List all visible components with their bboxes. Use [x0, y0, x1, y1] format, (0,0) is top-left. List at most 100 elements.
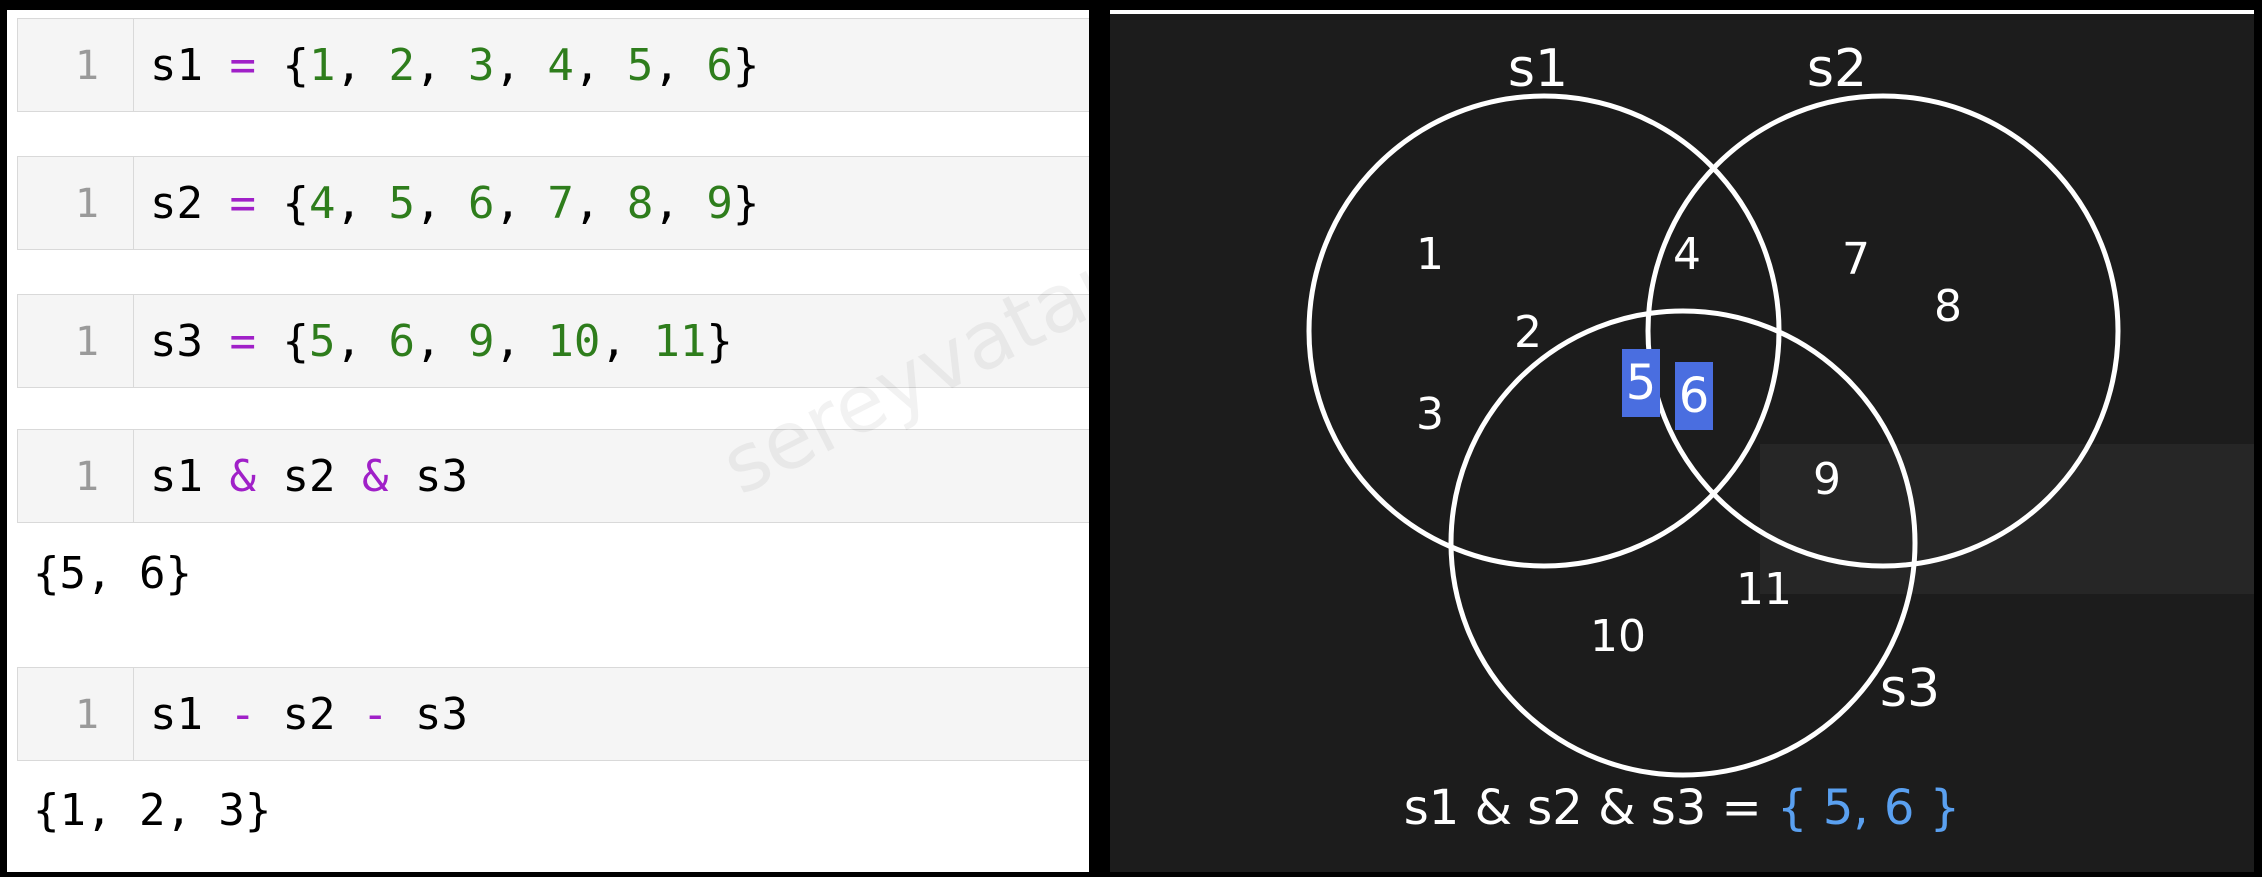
code-token: [256, 689, 283, 740]
code-cell[interactable]: 1 s1 & s2 & s3: [17, 429, 1089, 523]
code-cell[interactable]: 1 s2 = {4, 5, 6, 7, 8, 9}: [17, 156, 1089, 250]
code-token: ,: [414, 178, 468, 229]
code-token: {: [255, 178, 309, 229]
code-token: ,: [494, 316, 548, 367]
venn-element: 1: [1416, 229, 1444, 280]
code-token: }: [732, 40, 760, 91]
code-cell[interactable]: 1 s1 = {1, 2, 3, 4, 5, 6}: [17, 18, 1089, 112]
code-token: 7: [547, 178, 574, 229]
code-token: [335, 689, 362, 740]
code-token: [203, 689, 230, 740]
venn-element: 2: [1514, 307, 1542, 358]
venn-element: 9: [1813, 454, 1841, 505]
code-token: 4: [547, 40, 574, 91]
code-token: 5: [626, 40, 654, 91]
cell-output: {1, 2, 3}: [33, 785, 272, 836]
code-token: 3: [467, 40, 495, 91]
venn-element: 11: [1736, 564, 1792, 615]
code-token: ,: [600, 316, 654, 367]
code-token: {: [255, 316, 309, 367]
code-token: 11: [653, 316, 707, 367]
venn-element: 3: [1416, 389, 1444, 440]
code-token: ,: [335, 316, 389, 367]
cell-output: {5, 6}: [33, 548, 192, 599]
code-token: =: [229, 178, 256, 229]
code-token: =: [229, 40, 256, 91]
code-line[interactable]: s1 - s2 - s3: [150, 668, 468, 762]
code-token: {: [255, 40, 309, 91]
caption-expression: s1 & s2 & s3 =: [1404, 780, 1777, 836]
code-token: =: [229, 316, 256, 367]
venn-element: 8: [1934, 281, 1962, 332]
code-token: ,: [494, 40, 548, 91]
line-number: 1: [18, 157, 134, 249]
code-token: s3: [414, 451, 468, 502]
set-label-s1: s1: [1508, 39, 1568, 99]
code-token: s2: [282, 451, 336, 502]
code-token: 9: [467, 316, 495, 367]
venn-element-highlighted: 5: [1626, 355, 1657, 411]
code-token: ,: [414, 40, 468, 91]
code-token: s1: [150, 451, 203, 502]
code-token: s2: [282, 689, 336, 740]
set-label-s2: s2: [1807, 39, 1867, 99]
circle-s3: [1448, 308, 1918, 778]
code-token: 6: [388, 316, 415, 367]
code-token: ,: [573, 40, 627, 91]
venn-diagram-panel: s1 s2 s3 1 2 3 7 8 10 11 4 9 5 6 s1 & s2 & s3 = { 5, 6…: [1110, 10, 2254, 872]
code-line[interactable]: s1 = {1, 2, 3, 4, 5, 6}: [150, 19, 759, 113]
code-token: ,: [414, 316, 468, 367]
code-token: }: [732, 178, 760, 229]
code-token: [388, 451, 415, 502]
line-number: 1: [18, 19, 134, 111]
circle-s1: [1306, 93, 1782, 569]
code-token: 10: [547, 316, 601, 367]
code-token: &: [229, 451, 256, 502]
code-token: ,: [653, 178, 707, 229]
code-token: }: [706, 316, 733, 367]
code-token: ,: [494, 178, 548, 229]
code-token: s3: [414, 689, 468, 740]
highlight-box: [1622, 349, 1660, 417]
code-token: 9: [706, 178, 733, 229]
code-token: &: [361, 451, 389, 502]
code-token: s3: [150, 316, 203, 367]
code-line[interactable]: s3 = {5, 6, 9, 10, 11}: [150, 295, 733, 389]
code-token: [256, 451, 283, 502]
line-number: 1: [18, 295, 134, 387]
code-cell[interactable]: 1 s3 = {5, 6, 9, 10, 11}: [17, 294, 1089, 388]
code-token: [388, 689, 415, 740]
code-token: s1: [150, 689, 203, 740]
code-token: ,: [335, 178, 389, 229]
code-token: ,: [335, 40, 389, 91]
code-cell[interactable]: 1 s1 - s2 - s3: [17, 667, 1089, 761]
code-token: 5: [388, 178, 415, 229]
line-number: 1: [18, 430, 134, 522]
venn-element-highlighted: 6: [1679, 368, 1710, 424]
code-line[interactable]: s2 = {4, 5, 6, 7, 8, 9}: [150, 157, 759, 251]
code-token: [203, 178, 230, 229]
code-token: 4: [308, 178, 336, 229]
code-token: 6: [467, 178, 495, 229]
circle-s2: [1645, 93, 2121, 569]
code-token: [203, 40, 230, 91]
notebook-panel: 1 s1 = {1, 2, 3, 4, 5, 6} 1 s2 = {4, 5, 6, …: [7, 10, 1089, 872]
highlight-box: [1675, 362, 1713, 430]
code-token: ,: [573, 178, 627, 229]
venn-element: 10: [1590, 611, 1646, 662]
caption-result: { 5, 6 }: [1777, 780, 1960, 836]
code-line[interactable]: s1 & s2 & s3: [150, 430, 468, 524]
line-number: 1: [18, 668, 134, 760]
venn-element: 4: [1673, 229, 1701, 280]
code-token: 2: [388, 40, 415, 91]
code-token: [335, 451, 362, 502]
code-token: 8: [626, 178, 654, 229]
code-token: 1: [308, 40, 336, 91]
code-token: [203, 451, 230, 502]
venn-diagram: s1 s2 s3 1 2 3 7 8 10 11 4 9 5 6 s1 & s2 & s3 = { 5, 6…: [1306, 39, 2254, 836]
code-token: 6: [706, 40, 733, 91]
code-token: -: [361, 689, 389, 740]
background-shape: [1760, 444, 2254, 594]
set-label-s3: s3: [1880, 659, 1940, 719]
code-token: ,: [653, 40, 707, 91]
